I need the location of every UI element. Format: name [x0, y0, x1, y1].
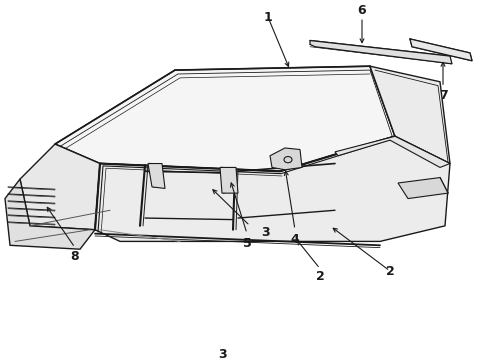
Polygon shape: [148, 163, 165, 188]
Polygon shape: [270, 148, 302, 170]
Text: 5: 5: [243, 237, 251, 250]
Polygon shape: [55, 66, 395, 171]
Text: 3: 3: [218, 348, 226, 360]
Polygon shape: [95, 136, 450, 242]
Polygon shape: [398, 177, 448, 199]
Text: 1: 1: [264, 11, 272, 24]
Polygon shape: [335, 136, 450, 167]
Polygon shape: [410, 39, 472, 61]
Text: 6: 6: [358, 4, 367, 17]
Polygon shape: [5, 179, 95, 249]
Text: 4: 4: [291, 233, 299, 246]
Polygon shape: [220, 167, 238, 193]
Polygon shape: [370, 66, 450, 163]
Polygon shape: [310, 40, 452, 64]
Text: 2: 2: [316, 270, 324, 283]
Text: 7: 7: [439, 89, 447, 102]
Polygon shape: [20, 144, 100, 230]
Text: 2: 2: [386, 265, 394, 278]
Text: 3: 3: [261, 226, 270, 239]
Text: 8: 8: [71, 251, 79, 264]
